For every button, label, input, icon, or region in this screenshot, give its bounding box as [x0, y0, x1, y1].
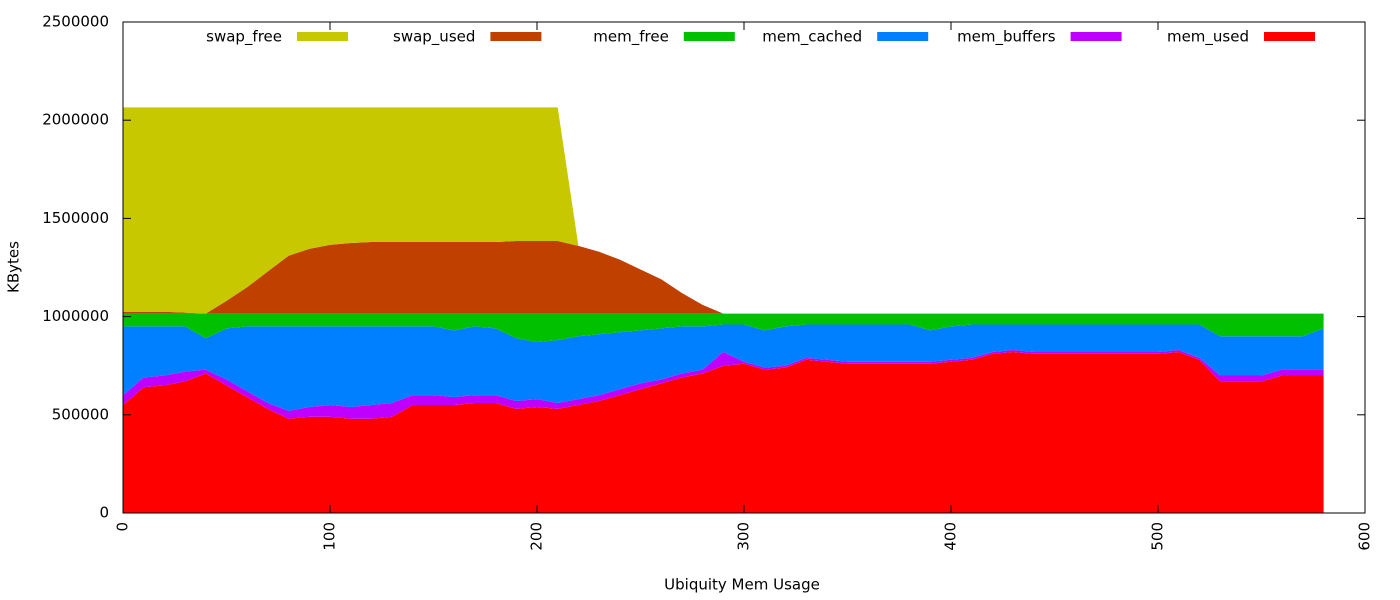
areas	[123, 107, 1324, 513]
area	[123, 107, 1324, 314]
legend-swatch	[297, 32, 348, 41]
x-tick-label: 400	[942, 522, 960, 551]
y-tick-label: 500000	[52, 405, 109, 423]
legend-label: swap_free	[206, 28, 282, 47]
x-axis-label: Ubiquity Mem Usage	[664, 576, 820, 594]
legend-swatch	[1070, 32, 1122, 41]
x-tick-label: 500	[1149, 522, 1167, 551]
area	[123, 313, 1324, 343]
x-tick-label: 600	[1356, 522, 1374, 551]
legend-swatch	[490, 32, 542, 41]
y-tick-label: 1000000	[42, 307, 109, 325]
legend-swatch	[1264, 32, 1315, 41]
y-tick-label: 0	[99, 504, 109, 522]
area	[123, 324, 1324, 411]
area	[123, 240, 1324, 314]
legend-swatch	[683, 32, 735, 41]
x-tick-label: 200	[528, 522, 546, 551]
legend-label: mem_free	[593, 28, 669, 47]
y-tick-label: 2500000	[42, 13, 109, 31]
legend-label: mem_buffers	[957, 28, 1056, 47]
y-tick-label: 1500000	[42, 209, 109, 227]
legend-label: mem_cached	[762, 28, 862, 47]
legend-swatch	[877, 32, 929, 41]
area	[123, 349, 1324, 419]
x-tick-label: 300	[735, 522, 753, 551]
area	[123, 351, 1324, 513]
x-tick-label: 100	[321, 522, 339, 551]
legend-label: mem_used	[1167, 28, 1249, 47]
x-tick-label: 0	[114, 522, 132, 532]
y-tick-label: 2000000	[42, 111, 109, 129]
y-axis-label: KBytes	[5, 241, 23, 293]
legend-label: swap_used	[393, 28, 475, 47]
